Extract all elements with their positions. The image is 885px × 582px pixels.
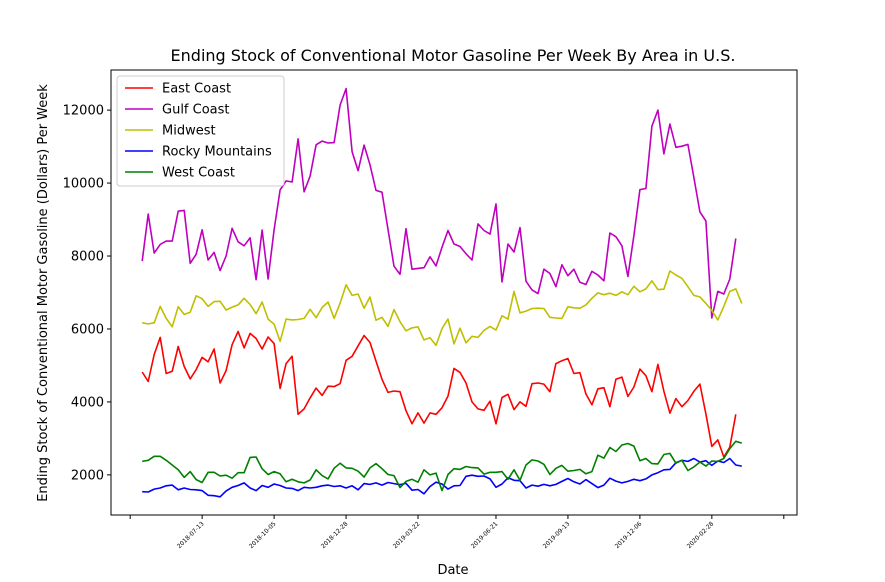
series-line-west-coast [142,440,743,492]
x-tick-label: 2019-09-13 [542,520,572,550]
series-line-east-coast [141,330,737,458]
legend: East Coast Gulf Coast Midwest Rocky Mountai… [116,75,285,187]
legend-label-rocky-mountains: Rocky Mountains [162,145,272,160]
plot-frame [110,69,798,516]
series-line-gulf-coast [141,87,737,319]
y-tick-label: 12000 [63,104,104,119]
legend-label-gulf-coast: Gulf Coast [162,103,230,118]
series-layer [141,87,743,498]
series-line-rocky-mountains [142,457,742,498]
series-line-midwest [142,270,743,347]
y-tick-label: 4000 [71,395,104,410]
x-tick-label: 2019-06-21 [470,520,500,550]
y-tick-label: 2000 [71,468,104,483]
x-tick-label: 2018-12-28 [320,520,350,550]
y-axis-label: Ending Stock of Conventional Motor Gasol… [36,84,51,502]
legend-label-west-coast: West Coast [162,166,235,181]
legend-box [116,75,285,187]
x-tick-label: 2019-12-06 [614,520,644,550]
x-tick-label: 2018-10-05 [248,520,278,550]
y-tick-label: 10000 [63,177,104,192]
legend-label-east-coast: East Coast [162,82,231,97]
x-tick-label: 2019-03-22 [392,520,422,550]
y-tick-label: 6000 [71,322,104,337]
x-tick-label: 2018-07-13 [176,520,206,550]
legend-label-midwest: Midwest [162,124,216,139]
x-tick-label: 2020-02-28 [686,520,716,550]
chart-title: Ending Stock of Conventional Motor Gasol… [171,46,736,65]
y-tick-label: 8000 [71,250,104,265]
x-axis-label: Date [437,563,468,578]
